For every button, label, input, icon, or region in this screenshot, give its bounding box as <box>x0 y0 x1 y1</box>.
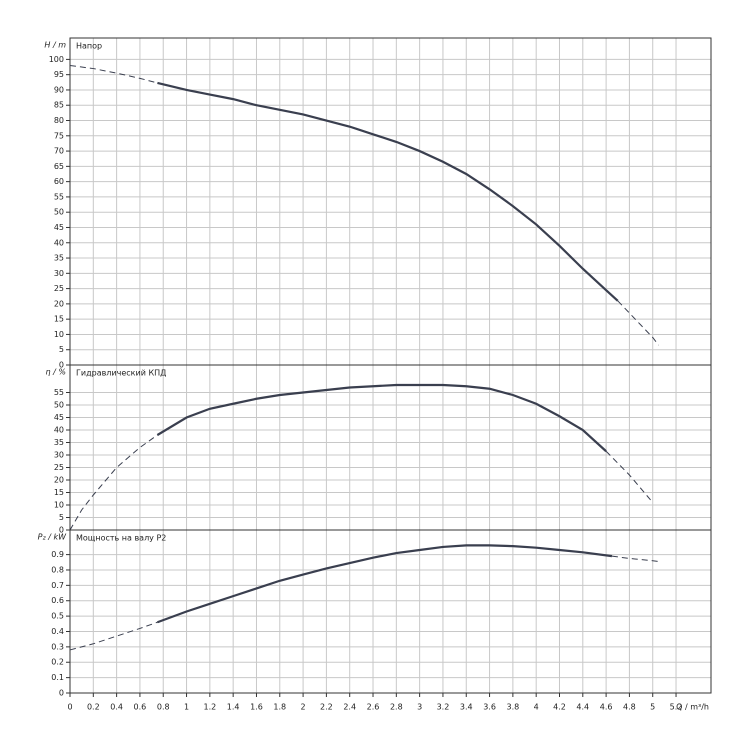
y-tick-label: 25 <box>54 284 64 293</box>
x-tick-label: 0.2 <box>87 703 100 712</box>
panel-title: Гидравлический КПД <box>76 369 166 378</box>
y-axis-label: H / m <box>44 41 66 50</box>
y-tick-label: 95 <box>54 70 64 79</box>
y-tick-label: 25 <box>54 463 64 472</box>
x-tick-label: 0.4 <box>110 703 123 712</box>
x-tick-label: 4.8 <box>623 703 636 712</box>
y-tick-label: 10 <box>54 501 64 510</box>
x-tick-label: 3.2 <box>437 703 450 712</box>
y-tick-label: 0.9 <box>51 550 64 559</box>
x-tick-label: 2.6 <box>367 703 380 712</box>
x-tick-label: 2.8 <box>390 703 403 712</box>
y-tick-label: 60 <box>54 177 64 186</box>
y-tick-label: 30 <box>54 451 64 460</box>
curve <box>69 621 158 651</box>
x-tick-label: 4 <box>534 703 539 712</box>
panel-title: Напор <box>76 42 102 51</box>
y-tick-label: 75 <box>54 131 64 140</box>
curve <box>69 65 158 84</box>
panel-title: Мощность на валу P2 <box>76 534 166 543</box>
y-tick-label: 35 <box>54 438 64 447</box>
y-tick-label: 50 <box>54 401 64 410</box>
y-tick-label: 15 <box>54 488 64 497</box>
y-tick-label: 15 <box>54 315 64 324</box>
x-tick-label: 1.8 <box>273 703 286 712</box>
x-tick-label: 1.2 <box>203 703 216 712</box>
x-tick-label: 2.4 <box>343 703 356 712</box>
x-axis-label: Q / m³/h <box>676 703 709 712</box>
curve <box>157 81 619 302</box>
y-tick-label: 50 <box>54 208 64 217</box>
y-tick-label: 65 <box>54 162 64 171</box>
plot-frame <box>69 37 712 366</box>
curve <box>156 383 607 453</box>
y-tick-label: 0.1 <box>51 673 64 682</box>
x-tick-label: 2.2 <box>320 703 333 712</box>
y-tick-label: 40 <box>54 238 64 247</box>
x-tick-label: 3.4 <box>460 703 473 712</box>
x-tick-label: 4.2 <box>553 703 566 712</box>
plot-frame <box>69 529 712 694</box>
x-tick-label: 5 <box>650 703 655 712</box>
y-tick-label: 0.3 <box>51 642 64 651</box>
y-tick-label: 35 <box>54 254 64 263</box>
y-tick-label: 5 <box>59 345 64 354</box>
y-axis-label: P₂ / kW <box>38 533 67 542</box>
curve <box>611 555 659 563</box>
y-tick-label: 55 <box>54 192 64 201</box>
curve <box>617 300 659 346</box>
curve <box>605 450 654 503</box>
x-tick-label: 3.8 <box>507 703 520 712</box>
y-tick-label: 20 <box>54 299 64 308</box>
y-tick-label: 85 <box>54 101 64 110</box>
y-tick-label: 0.2 <box>51 658 64 667</box>
y-tick-label: 55 <box>54 388 64 397</box>
x-tick-label: 4.6 <box>600 703 613 712</box>
y-tick-label: 10 <box>54 330 64 339</box>
y-tick-label: 30 <box>54 269 64 278</box>
x-tick-label: 3.6 <box>483 703 496 712</box>
x-tick-label: 5.2 <box>670 703 683 712</box>
y-axis-label: η / % <box>46 368 66 377</box>
x-tick-label: 2 <box>301 703 306 712</box>
y-tick-label: 0.6 <box>51 596 64 605</box>
x-tick-label: 0 <box>67 703 72 712</box>
y-tick-label: 40 <box>54 426 64 435</box>
y-tick-label: 0.5 <box>51 612 64 621</box>
y-tick-label: 45 <box>54 223 64 232</box>
y-tick-label: 100 <box>49 55 64 64</box>
x-tick-label: 0.6 <box>134 703 147 712</box>
y-tick-label: 0 <box>59 689 64 698</box>
x-tick-label: 3 <box>417 703 422 712</box>
y-tick-label: 20 <box>54 476 64 485</box>
y-tick-label: 0.8 <box>51 565 64 574</box>
y-tick-label: 45 <box>54 413 64 422</box>
x-tick-label: 1 <box>184 703 189 712</box>
curve <box>69 434 158 531</box>
y-tick-label: 0.7 <box>51 581 64 590</box>
y-tick-label: 80 <box>54 116 64 125</box>
curve <box>157 544 613 624</box>
y-tick-label: 0 <box>59 361 64 370</box>
x-tick-label: 0.8 <box>157 703 170 712</box>
y-tick-label: 0.4 <box>51 627 64 636</box>
y-tick-label: 5 <box>59 513 64 522</box>
y-tick-label: 70 <box>54 147 64 156</box>
y-tick-label: 0 <box>59 526 64 535</box>
x-tick-label: 1.6 <box>250 703 263 712</box>
y-tick-label: 90 <box>54 85 64 94</box>
x-tick-label: 1.4 <box>227 703 240 712</box>
x-tick-label: 4.4 <box>576 703 589 712</box>
